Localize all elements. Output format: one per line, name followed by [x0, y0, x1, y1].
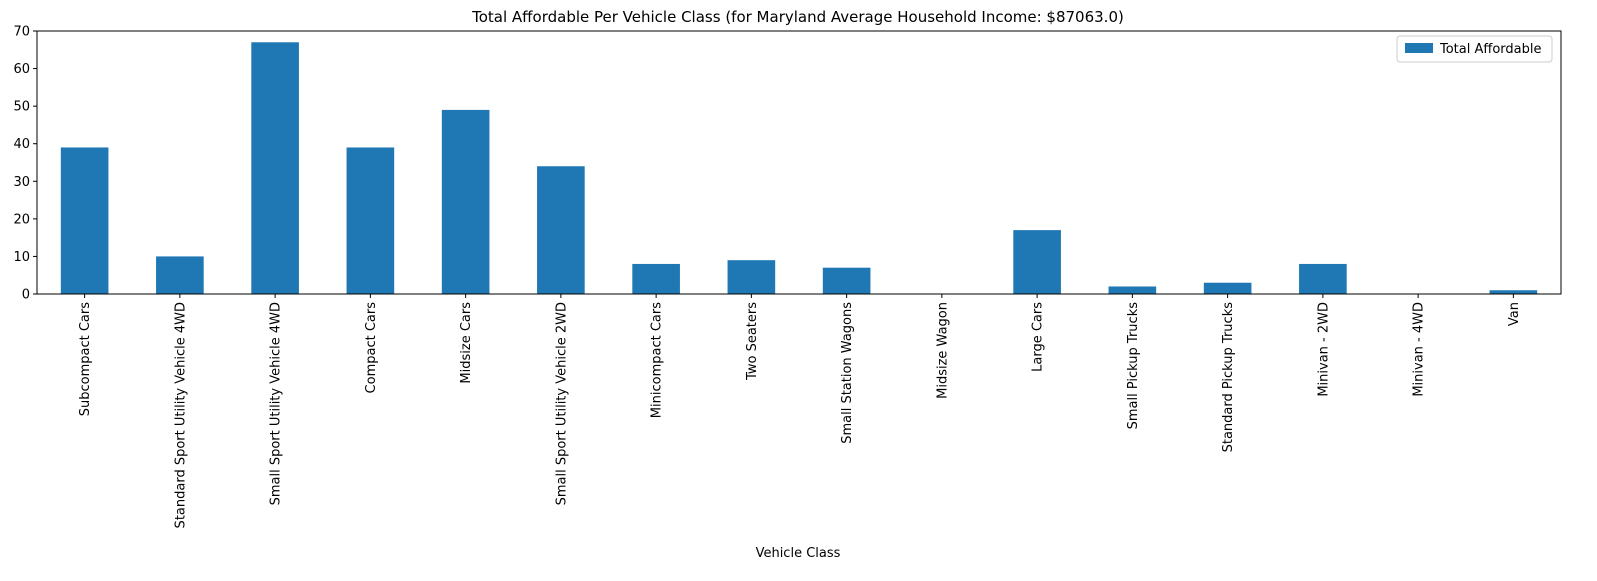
y-tick-label: 30	[13, 175, 30, 190]
legend-swatch	[1405, 43, 1433, 53]
bar	[60, 147, 109, 294]
bar	[1108, 286, 1157, 294]
x-tick-label: Midsize Wagon	[935, 302, 950, 399]
bar	[346, 147, 395, 294]
bar	[1013, 230, 1061, 294]
x-tick-label: Small Sport Utility Vehicle 2WD	[554, 302, 569, 505]
y-tick-label: 10	[13, 250, 30, 265]
y-tick-label: 60	[13, 62, 30, 77]
x-tick-label: Van	[1507, 302, 1522, 326]
x-axis: Subcompact Cars Standard Sport Utility Ve…	[78, 294, 1522, 528]
chart-title: Total Affordable Per Vehicle Class (for …	[471, 8, 1124, 26]
plot-frame	[36, 30, 1562, 295]
bar	[632, 263, 680, 294]
y-tick-label: 0	[22, 288, 30, 303]
bar	[156, 256, 204, 294]
x-tick-label: Minivan - 2WD	[1316, 302, 1331, 397]
y-tick-label: 50	[13, 100, 30, 115]
bar	[1203, 282, 1252, 294]
bar	[441, 109, 490, 295]
bar	[822, 267, 871, 294]
x-tick-label: Standard Pickup Trucks	[1221, 302, 1236, 453]
x-tick-label: Large Cars	[1031, 302, 1046, 372]
x-tick-label: Midsize Cars	[459, 302, 474, 384]
bar	[1489, 290, 1538, 294]
bar	[537, 166, 585, 294]
x-tick-label: Minicompact Cars	[650, 302, 665, 418]
x-tick-label: Small Pickup Trucks	[1126, 302, 1141, 430]
y-axis: 0 10 20 30 40 50 60 70	[13, 25, 37, 303]
y-tick-label: 20	[13, 212, 30, 227]
x-tick-label: Small Sport Utility Vehicle 4WD	[269, 302, 284, 505]
x-tick-label: Standard Sport Utility Vehicle 4WD	[173, 302, 188, 528]
y-tick-label: 40	[13, 137, 30, 152]
x-tick-label: Minivan - 4WD	[1412, 302, 1427, 397]
x-tick-label: Subcompact Cars	[78, 302, 93, 416]
bar	[251, 42, 299, 295]
x-axis-label: Vehicle Class	[756, 546, 841, 561]
legend: Total Affordable	[1396, 35, 1553, 63]
bar	[727, 260, 776, 294]
bar	[1299, 263, 1347, 294]
x-tick-label: Two Seaters	[745, 302, 760, 381]
x-tick-label: Small Station Wagons	[840, 302, 855, 444]
legend-box	[1396, 35, 1553, 63]
legend-entry-total-affordable: Total Affordable	[1439, 42, 1542, 57]
y-tick-label: 70	[13, 25, 30, 40]
bars-group	[60, 42, 1538, 295]
x-tick-label: Compact Cars	[364, 302, 379, 394]
